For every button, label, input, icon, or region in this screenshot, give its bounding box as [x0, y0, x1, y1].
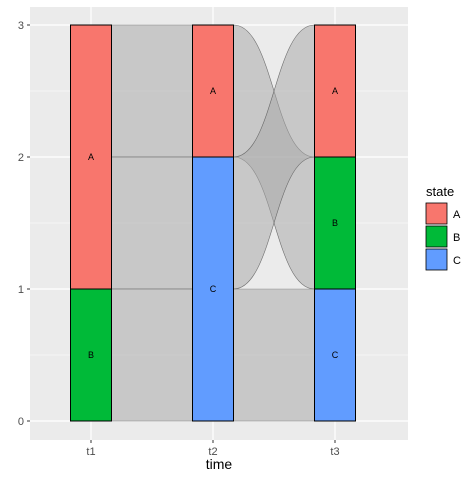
- flow-ribbon: [111, 24, 193, 158]
- axis-layer: 0 1 2 3 t1 t2 t3: [18, 20, 340, 458]
- x-tick-label: t1: [86, 446, 95, 458]
- stratum-bar: [192, 156, 234, 422]
- stratum-label: A: [210, 86, 216, 96]
- legend-label: A: [453, 209, 461, 221]
- legend-key-swatch: [425, 202, 448, 225]
- stratum-label: B: [88, 350, 94, 360]
- y-tick-label: 0: [18, 416, 24, 428]
- legend-title: state: [426, 184, 454, 199]
- flow-ribbon: [111, 288, 193, 422]
- flow-layer: [111, 24, 315, 422]
- legend-items: ABC: [425, 202, 461, 271]
- stratum-bar: [314, 288, 356, 422]
- stratum-bar: [70, 288, 112, 422]
- legend: state ABC: [425, 184, 461, 271]
- stratum-label: C: [332, 350, 339, 360]
- legend-key-swatch: [425, 225, 448, 248]
- stratum-label: B: [332, 218, 338, 228]
- stratum-bar: [70, 24, 112, 290]
- flow-ribbon: [111, 156, 193, 290]
- flow-ribbon: [233, 288, 315, 422]
- stratum-layer: A B A C A B C: [70, 24, 356, 422]
- y-tick-label: 1: [18, 284, 24, 296]
- stratum-bar: [192, 24, 234, 158]
- x-tick-label: t2: [208, 446, 217, 458]
- legend-label: B: [453, 232, 460, 244]
- stratum-label: C: [210, 284, 217, 294]
- stratum-bar: [314, 156, 356, 290]
- legend-label: C: [453, 255, 461, 267]
- x-axis-title: time: [206, 456, 233, 472]
- stratum-label: A: [88, 152, 94, 162]
- legend-key-swatch: [425, 248, 448, 271]
- y-tick-label: 3: [18, 20, 24, 32]
- x-tick-label: t3: [330, 446, 339, 458]
- y-tick-label: 2: [18, 152, 24, 164]
- stratum-label: A: [332, 86, 338, 96]
